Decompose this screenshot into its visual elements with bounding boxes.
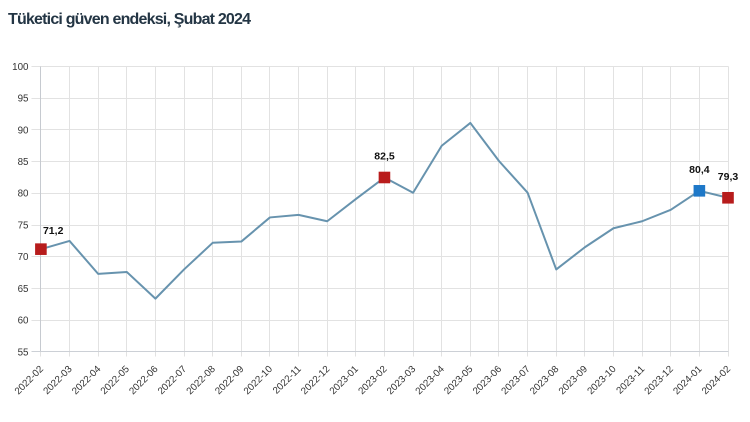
svg-text:55: 55 xyxy=(18,347,29,358)
svg-text:95: 95 xyxy=(18,94,29,105)
svg-text:100: 100 xyxy=(12,62,29,73)
svg-text:75: 75 xyxy=(18,221,29,232)
svg-text:65: 65 xyxy=(18,284,29,295)
svg-text:Tüketici güven endeksi, Şubat: Tüketici güven endeksi, Şubat 2024 xyxy=(8,11,251,28)
svg-text:71,2: 71,2 xyxy=(43,225,64,237)
svg-text:79,3: 79,3 xyxy=(718,171,739,183)
svg-text:82,5: 82,5 xyxy=(374,151,395,163)
svg-text:70: 70 xyxy=(18,252,29,263)
svg-text:80,4: 80,4 xyxy=(689,164,710,176)
svg-text:85: 85 xyxy=(18,157,29,168)
svg-text:90: 90 xyxy=(18,125,29,136)
svg-text:80: 80 xyxy=(18,189,29,200)
svg-text:60: 60 xyxy=(18,316,29,327)
